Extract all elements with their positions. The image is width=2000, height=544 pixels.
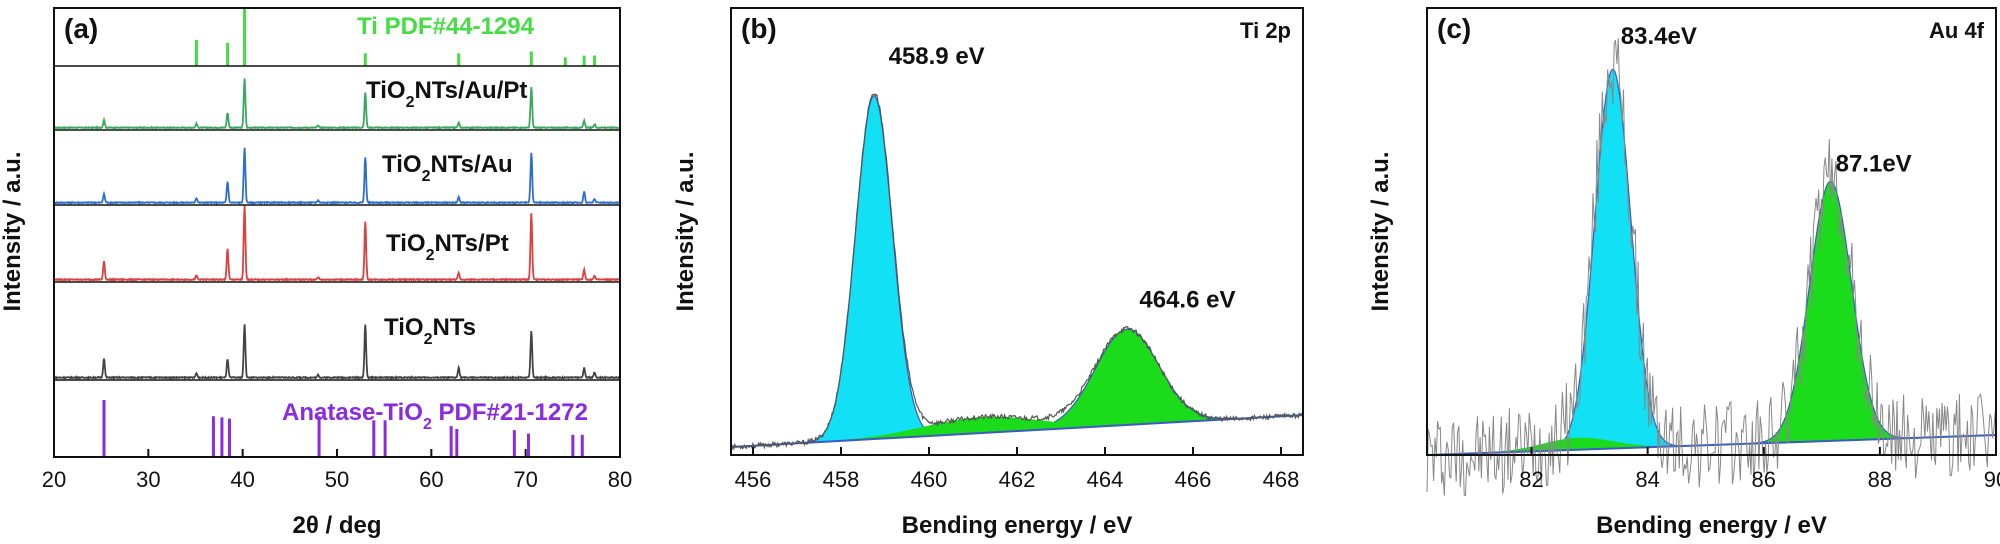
- y-axis-label: Intensity / a.u.: [0, 151, 26, 311]
- x-tick-label: 60: [419, 467, 443, 492]
- y-axis-label: Intensity / a.u.: [1367, 151, 1394, 311]
- x-tick-label: 460: [911, 467, 948, 492]
- panel-a: Ti PDF#44-1294 TiO2NTs/Au/Pt TiO2NTs/Au TiO…: [0, 7, 632, 539]
- peak-annotation: 464.6 eV: [1139, 286, 1235, 313]
- fit-component: [731, 95, 1303, 448]
- fit-component: [1427, 180, 1997, 456]
- x-tick-label: 84: [1635, 467, 1659, 492]
- panel-c: 82 84 86 88 90 83.4eV 87.1eV (c) Au 4f Bending en…: [1367, 7, 2000, 539]
- plot-frame: [730, 7, 1304, 456]
- peak-annotation: 458.9 eV: [889, 43, 985, 70]
- y-axis-label: Intensity / a.u.: [672, 151, 699, 311]
- x-tick-label: 20: [42, 467, 66, 492]
- x-tick-label: 50: [325, 467, 349, 492]
- x-tick-label: 462: [999, 467, 1036, 492]
- anatase-reference-label: Anatase-TiO2 PDF#21-1272: [282, 399, 588, 433]
- x-tick-label: 90: [1984, 467, 2000, 492]
- peak-annotation: 87.1eV: [1836, 151, 1912, 178]
- x-tick-label: 30: [136, 467, 160, 492]
- core-level-label: Au 4f: [1929, 18, 1985, 43]
- panel-label: (a): [64, 13, 98, 44]
- baseline-line: [1426, 434, 1997, 456]
- raw-data-line: [730, 93, 1304, 451]
- plot-frame: [1426, 7, 1997, 456]
- xrd-series-label: TiO2NTs: [384, 314, 476, 348]
- x-tick-label: 86: [1752, 467, 1776, 492]
- ti-reference-label: Ti PDF#44-1294: [357, 13, 535, 40]
- x-tick-label: 80: [608, 467, 632, 492]
- xrd-series-line: [53, 78, 620, 130]
- x-axis-label: Bending energy / eV: [902, 512, 1133, 539]
- baseline-line: [730, 414, 1304, 449]
- raw-data-line: [1426, 38, 1996, 497]
- xrd-series-line: [53, 324, 621, 381]
- x-tick-label: 464: [1087, 467, 1124, 492]
- x-tick-label: 466: [1175, 467, 1212, 492]
- x-axis-label: 2θ / deg: [293, 512, 382, 539]
- x-tick-label: 456: [735, 467, 772, 492]
- panel-label: (b): [741, 13, 777, 44]
- x-tick-label: 468: [1263, 467, 1300, 492]
- xrd-series-line: [53, 147, 621, 205]
- x-tick-label: 70: [513, 467, 537, 492]
- xrd-series-line: [53, 205, 621, 283]
- xrd-series-label: TiO2NTs/Pt: [386, 230, 509, 264]
- x-tick-label: 40: [230, 467, 254, 492]
- x-tick-label: 88: [1868, 467, 1892, 492]
- x-axis-label: Bending energy / eV: [1596, 512, 1827, 539]
- fit-component: [1427, 68, 1997, 456]
- panel-label: (c): [1437, 13, 1471, 44]
- xrd-series-label: TiO2NTs/Au/Pt: [366, 77, 527, 111]
- core-level-label: Ti 2p: [1240, 18, 1291, 43]
- x-tick-label: 458: [823, 467, 860, 492]
- xrd-series-label: TiO2NTs/Au: [382, 151, 513, 185]
- panel-b: 456 458 460 462 464 466 468 458.9 eV 464.6 eV (b)…: [672, 7, 1304, 539]
- peak-annotation: 83.4eV: [1621, 23, 1697, 50]
- x-tick-label: 82: [1519, 467, 1543, 492]
- plot-frame: [53, 7, 621, 458]
